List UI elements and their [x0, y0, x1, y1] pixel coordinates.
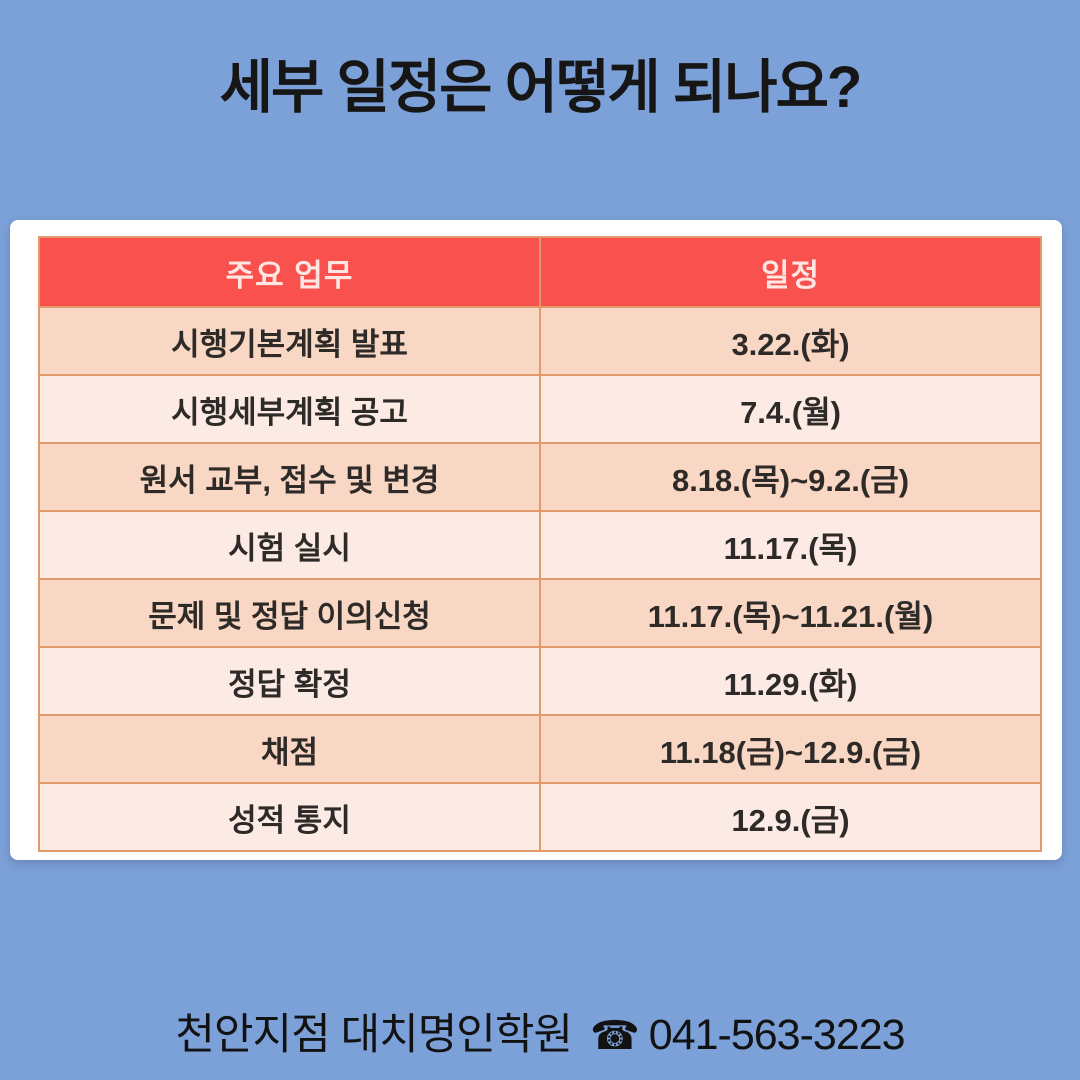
- schedule-table: 주요 업무 일정 시행기본계획 발표 3.22.(화) 시행세부계획 공고 7.4.(월…: [38, 236, 1042, 852]
- table-cell: 시행세부계획 공고: [38, 374, 541, 444]
- table-cell: 채점: [38, 714, 541, 784]
- academy-name: 천안지점 대치명인학원: [175, 1011, 573, 1059]
- table-cell: 11.18(금)~12.9.(금): [539, 714, 1042, 784]
- schedule-card: 주요 업무 일정 시행기본계획 발표 3.22.(화) 시행세부계획 공고 7.4.(월…: [10, 220, 1062, 860]
- column-header: 일정: [539, 236, 1042, 308]
- table-row: 정답 확정 11.29.(화): [38, 646, 1042, 716]
- table-cell: 11.29.(화): [539, 646, 1042, 716]
- column-header: 주요 업무: [38, 236, 541, 308]
- table-cell: 8.18.(목)~9.2.(금): [539, 442, 1042, 512]
- table-cell: 11.17.(목): [539, 510, 1042, 580]
- table-row: 채점 11.18(금)~12.9.(금): [38, 714, 1042, 784]
- table-cell: 시험 실시: [38, 510, 541, 580]
- table-cell: 시행기본계획 발표: [38, 306, 541, 376]
- table-row: 원서 교부, 접수 및 변경 8.18.(목)~9.2.(금): [38, 442, 1042, 512]
- table-row: 시험 실시 11.17.(목): [38, 510, 1042, 580]
- phone-number: 041-563-3223: [648, 1011, 906, 1059]
- footer: 천안지점 대치명인학원 ☎ 041-563-3223: [0, 1000, 1080, 1062]
- table-row: 문제 및 정답 이의신청 11.17.(목)~11.21.(월): [38, 578, 1042, 648]
- table-cell: 정답 확정: [38, 646, 541, 716]
- table-row: 성적 통지 12.9.(금): [38, 782, 1042, 852]
- table-row: 시행기본계획 발표 3.22.(화): [38, 306, 1042, 376]
- table-cell: 12.9.(금): [539, 782, 1042, 852]
- table-cell: 원서 교부, 접수 및 변경: [38, 442, 541, 512]
- table-row: 시행세부계획 공고 7.4.(월): [38, 374, 1042, 444]
- table-cell: 성적 통지: [38, 782, 541, 852]
- table-cell: 11.17.(목)~11.21.(월): [539, 578, 1042, 648]
- table-cell: 7.4.(월): [539, 374, 1042, 444]
- table-cell: 3.22.(화): [539, 306, 1042, 376]
- page-title: 세부 일정은 어떻게 되나요?: [219, 55, 863, 120]
- table-cell: 문제 및 정답 이의신청: [38, 578, 541, 648]
- phone-icon: ☎: [589, 1014, 640, 1058]
- table-header-row: 주요 업무 일정: [38, 236, 1042, 308]
